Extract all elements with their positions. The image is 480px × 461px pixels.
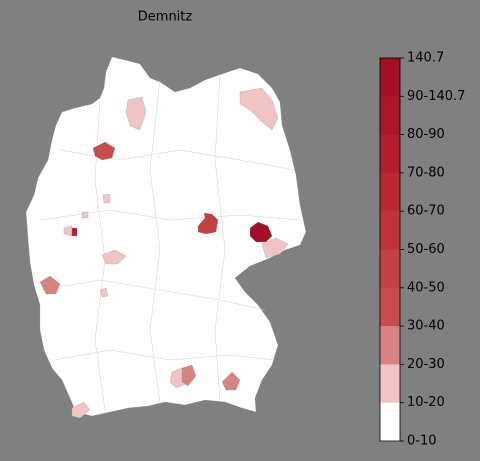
colorbar-segment [380,211,400,250]
colorbar-label: 140.7 [407,51,444,66]
colorbar-segment [380,287,400,327]
colorbar-label: 60-70 [407,204,445,219]
colorbar-segment [380,364,400,404]
region-highlight [239,87,279,131]
colorbar-segment [380,134,400,174]
region-highlight [92,141,116,161]
region-highlight [197,212,219,235]
region-highlight [39,275,61,295]
colorbar-segment [380,96,400,136]
colorbar-label: 40-50 [407,280,445,295]
region-highlight [125,96,147,131]
colorbar-label: 30-40 [407,319,445,334]
region-highlight [99,287,109,298]
map-title: Demnitz [138,10,193,25]
region-highlight [249,221,273,243]
colorbar-segment [380,58,400,97]
region-highlight [71,227,78,237]
colorbar: 140.7 90-140.7 80-90 70-80 60-70 50-60 40-50 30… [379,51,465,449]
region-highlight [101,249,127,265]
colorbar-segment [380,249,400,289]
region-highlight [102,193,111,204]
region-highlight [81,211,89,219]
region-highlight [221,371,241,391]
region-highlight [71,401,91,419]
colorbar-label: 70-80 [407,165,445,180]
colorbar-label: 20-30 [407,357,445,372]
colorbar-label: 80-90 [407,127,445,142]
colorbar-segment [380,326,400,365]
germany-map [25,56,307,419]
colorbar-label: 0-10 [407,434,437,449]
region-highlight [261,237,289,259]
colorbar-label: 50-60 [407,242,445,257]
colorbar-label: 10-20 [407,395,445,410]
region-highlight [181,364,197,387]
colorbar-segment [380,402,400,442]
colorbar-segment [380,172,400,212]
colorbar-label: 90-140.7 [407,89,465,104]
